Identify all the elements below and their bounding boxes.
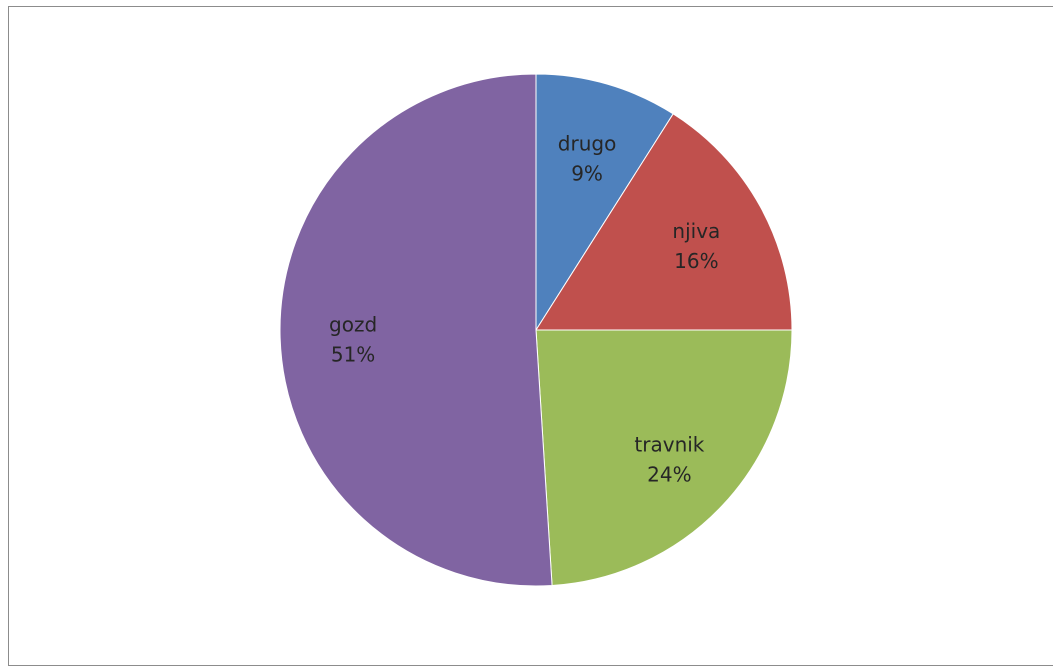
slice-label-njiva: njiva	[672, 219, 720, 243]
slice-percent-gozd: 51%	[331, 343, 375, 367]
slice-label-gozd: gozd	[329, 313, 377, 337]
pie-slice-travnik	[535, 329, 793, 587]
slice-percent-drugo: 9%	[571, 161, 603, 185]
pie-slice-drugo	[535, 73, 674, 332]
slice-label-drugo: drugo	[558, 131, 617, 155]
pie-chart: drugo 9% njiva 16% travnik 24% gozd 51%	[279, 73, 793, 587]
slice-percent-njiva: 16%	[674, 249, 718, 273]
slice-percent-travnik: 24%	[647, 462, 691, 486]
slice-label-travnik: travnik	[634, 432, 704, 456]
pie-slice-njiva	[535, 113, 793, 331]
pie-slices	[279, 73, 793, 587]
pie-slice-gozd	[279, 73, 553, 587]
pie-data-labels: drugo 9% njiva 16% travnik 24% gozd 51%	[329, 131, 720, 486]
